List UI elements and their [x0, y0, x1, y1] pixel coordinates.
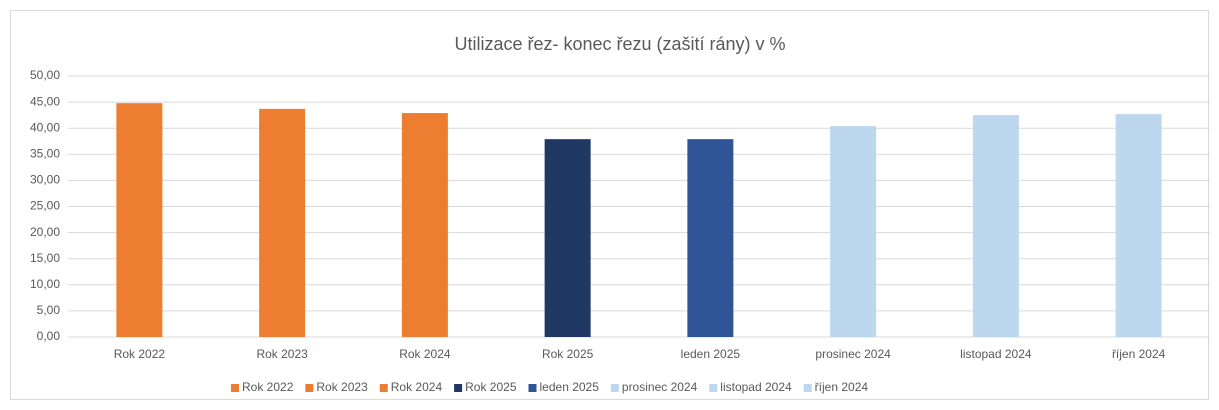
bar [687, 139, 734, 337]
legend-label: leden 2025 [540, 380, 600, 394]
y-tick-label: 15,00 [30, 251, 60, 265]
y-tick-label: 35,00 [30, 146, 60, 160]
y-tick-label: 20,00 [30, 225, 60, 239]
legend-swatch [454, 384, 463, 392]
y-tick-label: 30,00 [30, 173, 60, 187]
bar [259, 108, 306, 337]
legend-label: listopad 2024 [720, 380, 792, 394]
legend-label: Rok 2024 [391, 380, 443, 394]
x-tick-label: Rok 2024 [399, 347, 451, 361]
legend-swatch [610, 384, 619, 392]
bar [544, 139, 591, 337]
y-tick-label: 45,00 [30, 94, 60, 108]
bar [1115, 114, 1162, 337]
bar [972, 115, 1019, 338]
chart-border [10, 10, 1209, 400]
x-tick-label: leden 2025 [681, 347, 741, 361]
bar [401, 113, 448, 337]
bar [830, 126, 877, 337]
legend-swatch [305, 384, 314, 392]
y-tick-label: 10,00 [30, 277, 60, 291]
y-tick-label: 50,00 [30, 68, 60, 82]
legend-swatch [379, 384, 388, 392]
legend-label: Rok 2025 [465, 380, 517, 394]
legend-label: Rok 2023 [316, 380, 368, 394]
y-tick-label: 0,00 [37, 329, 61, 343]
legend-label: říjen 2024 [815, 380, 869, 394]
legend-swatch [528, 384, 537, 392]
x-tick-label: listopad 2024 [960, 347, 1032, 361]
y-tick-label: 25,00 [30, 199, 60, 213]
legend-label: Rok 2022 [242, 380, 294, 394]
chart-title: Utilizace řez- konec řezu (zašití rány) … [454, 34, 785, 54]
legend-swatch [709, 384, 718, 392]
y-tick-label: 40,00 [30, 120, 60, 134]
x-tick-label: prosinec 2024 [815, 347, 891, 361]
bar [116, 103, 163, 337]
legend-swatch [231, 384, 239, 392]
legend-label: prosinec 2024 [622, 380, 698, 394]
x-tick-label: Rok 2025 [542, 347, 594, 361]
x-tick-label: Rok 2023 [256, 347, 308, 361]
x-tick-label: říjen 2024 [1112, 347, 1166, 361]
y-tick-label: 5,00 [37, 303, 61, 317]
legend-swatch [803, 384, 812, 392]
x-tick-label: Rok 2022 [114, 347, 166, 361]
